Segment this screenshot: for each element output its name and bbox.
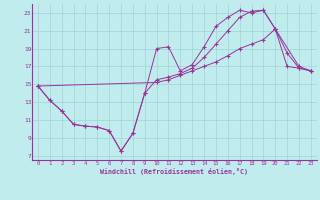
X-axis label: Windchill (Refroidissement éolien,°C): Windchill (Refroidissement éolien,°C) xyxy=(100,168,248,175)
